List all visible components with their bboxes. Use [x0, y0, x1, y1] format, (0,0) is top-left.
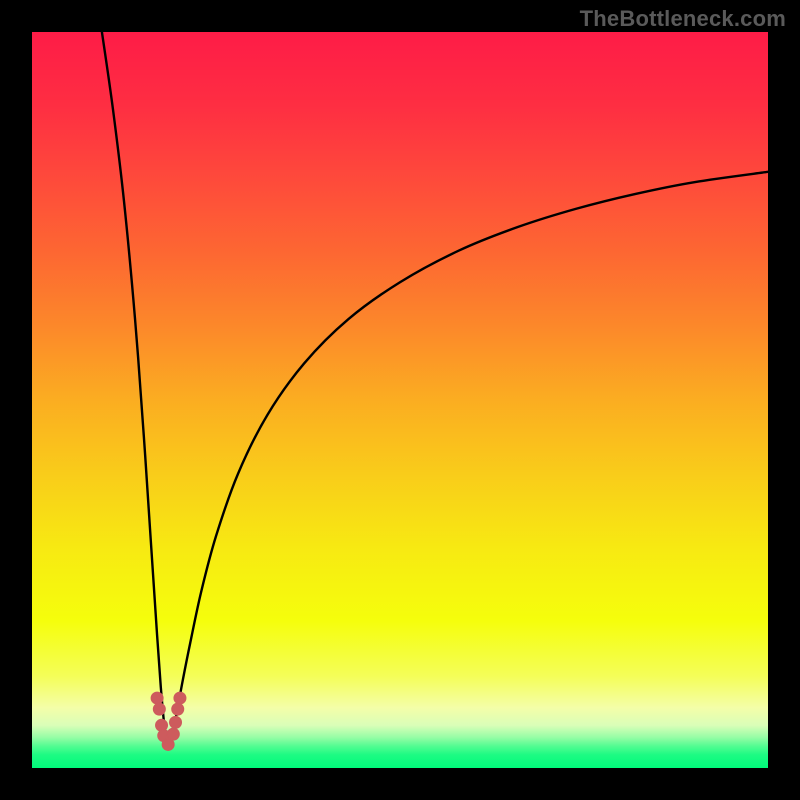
marker-dot: [170, 716, 182, 728]
marker-dot: [151, 692, 163, 704]
plot-area: [32, 32, 768, 768]
marker-dot: [153, 703, 165, 715]
marker-dot: [167, 728, 179, 740]
marker-dot: [174, 692, 186, 704]
marker-dot: [172, 703, 184, 715]
chart-svg: [32, 32, 768, 768]
chart-root: TheBottleneck.com: [0, 0, 800, 800]
watermark-text: TheBottleneck.com: [580, 6, 786, 32]
